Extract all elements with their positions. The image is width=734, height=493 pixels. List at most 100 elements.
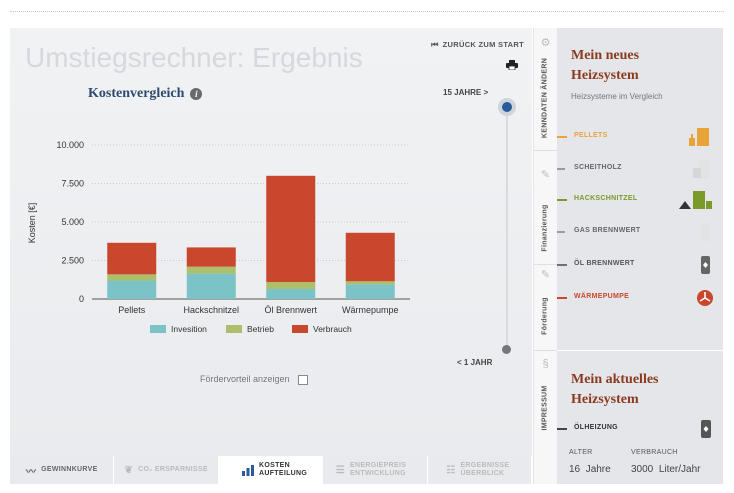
tab-finanzierung[interactable]: ✎ Finanzierung xyxy=(534,164,557,265)
y-tick-label: 10.000 xyxy=(56,140,84,150)
system-label: ÖL BRENNWERT xyxy=(574,260,635,267)
bar-segment xyxy=(186,247,236,267)
tab-foerderung[interactable]: ✎ Förderung xyxy=(534,264,557,351)
slider-min-label: < 1 JAHR xyxy=(457,358,493,367)
system-item-waermepumpe[interactable]: WÄRMEPUMPE xyxy=(557,289,723,309)
tab-finanzierung-label: Finanzierung xyxy=(541,204,549,252)
legend-label: Betrieb xyxy=(247,324,274,334)
foerder-checkbox[interactable] xyxy=(297,374,308,385)
tab-ergebnisse-label: ERGEBNISSE ÜBERBLICK xyxy=(460,462,510,477)
gas-boiler-icon xyxy=(701,223,709,241)
years-slider-min-handle[interactable] xyxy=(502,345,511,354)
page-title: Umstiegsrechner: Ergebnis xyxy=(25,42,363,73)
age-number: 16 xyxy=(569,464,581,475)
system-label: PELLETS xyxy=(574,132,608,139)
current-system-title: Mein aktuelles Heizsystem xyxy=(571,370,659,410)
cost-chart: 0 2.500 5.000 7.500 10.000 Kosten [€] Pellets H… xyxy=(27,140,410,334)
legend-swatch xyxy=(292,325,308,333)
system-item-gas-brennwert[interactable]: GAS BRENNWERT xyxy=(557,223,723,243)
system-marker xyxy=(557,297,567,299)
tab-impressum[interactable]: § IMPRESSUM xyxy=(534,350,557,462)
bar-segment xyxy=(107,280,157,299)
system-label: HACKSCHNITZEL xyxy=(574,195,638,202)
tab-gewinnkurve[interactable]: 〰 GEWINNKURVE xyxy=(10,456,115,484)
back-to-start-link[interactable]: ⏮ ZURÜCK ZUM START xyxy=(431,40,524,50)
list-icon: ☷ xyxy=(446,464,456,476)
skip-back-icon: ⏮ xyxy=(431,40,439,49)
pellets-icon xyxy=(689,128,709,146)
usage-number: 3000 xyxy=(631,464,654,475)
line-chart-icon: 〰 xyxy=(25,466,37,478)
new-system-title: Mein neues Heizsystem xyxy=(571,46,639,86)
system-item-oel-brennwert[interactable]: ÖL BRENNWERT xyxy=(557,256,723,276)
legend-label: Invesition xyxy=(171,324,207,334)
chart-title-text: Kostenvergleich xyxy=(88,86,185,101)
usage-header: VERBRAUCH xyxy=(631,449,678,456)
x-tick-label: Wärmepumpe xyxy=(342,305,399,315)
system-item-hackschnitzel[interactable]: HACKSCHNITZEL xyxy=(557,191,723,211)
printer-icon[interactable] xyxy=(506,60,518,70)
bar-segment xyxy=(345,232,395,282)
system-marker xyxy=(557,136,567,138)
tab-impressum-label: IMPRESSUM xyxy=(541,385,549,431)
tab-kenndaten-aendern[interactable]: ⚙ KENNDATEN ÄNDERN xyxy=(534,28,557,151)
tab-foerderung-label: Förderung xyxy=(541,297,549,335)
tab-co2-ersparnisse[interactable]: ❦ CO₂ ERSPARNISSE xyxy=(114,456,219,484)
tab-energiepreis-entwicklung[interactable]: ☰ ENERGIEPREIS ENTWICKLUNG xyxy=(323,456,428,484)
tab-kenndaten-label: KENNDATEN ÄNDERN xyxy=(541,57,549,139)
new-system-subtitle: Heizsysteme im Vergleich xyxy=(571,92,663,101)
system-item-pellets[interactable]: PELLETS xyxy=(557,128,723,148)
system-marker xyxy=(557,199,567,201)
leaf-icon: ❦ xyxy=(124,464,134,476)
back-to-start-label: ZURÜCK ZUM START xyxy=(442,40,524,49)
bar-segment xyxy=(186,266,236,274)
tab-ergebnisse-ueberblick[interactable]: ☷ ERGEBNISSE ÜBERBLICK xyxy=(428,456,533,484)
system-item-scheitholz[interactable]: SCHEITHOLZ xyxy=(557,160,723,180)
system-label: WÄRMEPUMPE xyxy=(574,293,630,300)
current-system-item: ÖLHEIZUNG xyxy=(557,420,723,440)
bottom-tab-bar: 〰 GEWINNKURVE ❦ CO₂ ERSPARNISSE KOSTEN A… xyxy=(10,456,533,484)
y-tick-label: 2.500 xyxy=(61,256,84,266)
paperclip-icon: § xyxy=(542,358,549,370)
tab-co2-label: CO₂ ERSPARNISSE xyxy=(138,466,208,473)
bar-segment xyxy=(107,242,157,275)
bar-segment xyxy=(345,284,395,299)
foerder-toggle[interactable]: Fördervorteil anzeigen xyxy=(200,374,308,385)
x-tick-label: Pellets xyxy=(118,305,146,315)
years-slider-track[interactable] xyxy=(506,106,508,349)
system-marker xyxy=(557,428,567,430)
database-icon: ☰ xyxy=(335,464,346,476)
x-tick-label: Öl Brennwert xyxy=(264,305,317,315)
gear-icon: ⚙ xyxy=(540,37,551,49)
age-value: 16 Jahre xyxy=(569,464,611,475)
years-slider-handle[interactable] xyxy=(498,98,516,116)
current-system-label: ÖLHEIZUNG xyxy=(574,424,618,431)
foerder-label: Fördervorteil anzeigen xyxy=(200,374,290,384)
heating-system-sidebar: Mein neues Heizsystem Heizsysteme im Ver… xyxy=(557,28,723,484)
system-marker xyxy=(557,264,567,266)
system-marker xyxy=(557,231,565,233)
y-tick-label: 0 xyxy=(79,294,84,304)
system-marker xyxy=(557,168,565,170)
new-system-title-line1: Mein neues xyxy=(571,48,640,63)
tab-kosten-label: KOSTEN AUFTEILUNG xyxy=(259,462,308,477)
usage-value: 3000 Liter/Jahr xyxy=(631,464,701,475)
bar-segment xyxy=(345,281,395,285)
slider-max-label: 15 JAHRE > xyxy=(443,88,489,97)
pencil-icon: ✎ xyxy=(540,169,551,181)
system-label: GAS BRENNWERT xyxy=(574,227,641,234)
tab-gewinnkurve-label: GEWINNKURVE xyxy=(41,466,98,473)
current-system-title-line1: Mein aktuelles xyxy=(571,372,659,387)
heatpump-icon xyxy=(697,290,713,306)
y-tick-label: 7.500 xyxy=(61,179,84,189)
info-icon[interactable]: i xyxy=(190,87,203,100)
bar-chart-icon xyxy=(242,464,255,476)
age-header: ALTER xyxy=(569,449,593,456)
y-axis-label: Kosten [€] xyxy=(27,203,37,244)
x-tick-label: Hackschnitzel xyxy=(183,305,239,315)
chart-title: Kostenvergleich i xyxy=(88,86,203,102)
tab-kosten-aufteilung[interactable]: KOSTEN AUFTEILUNG xyxy=(218,456,324,484)
sidebar-divider xyxy=(557,350,723,351)
legend-swatch xyxy=(150,325,166,333)
legend-label: Verbrauch xyxy=(313,324,352,334)
